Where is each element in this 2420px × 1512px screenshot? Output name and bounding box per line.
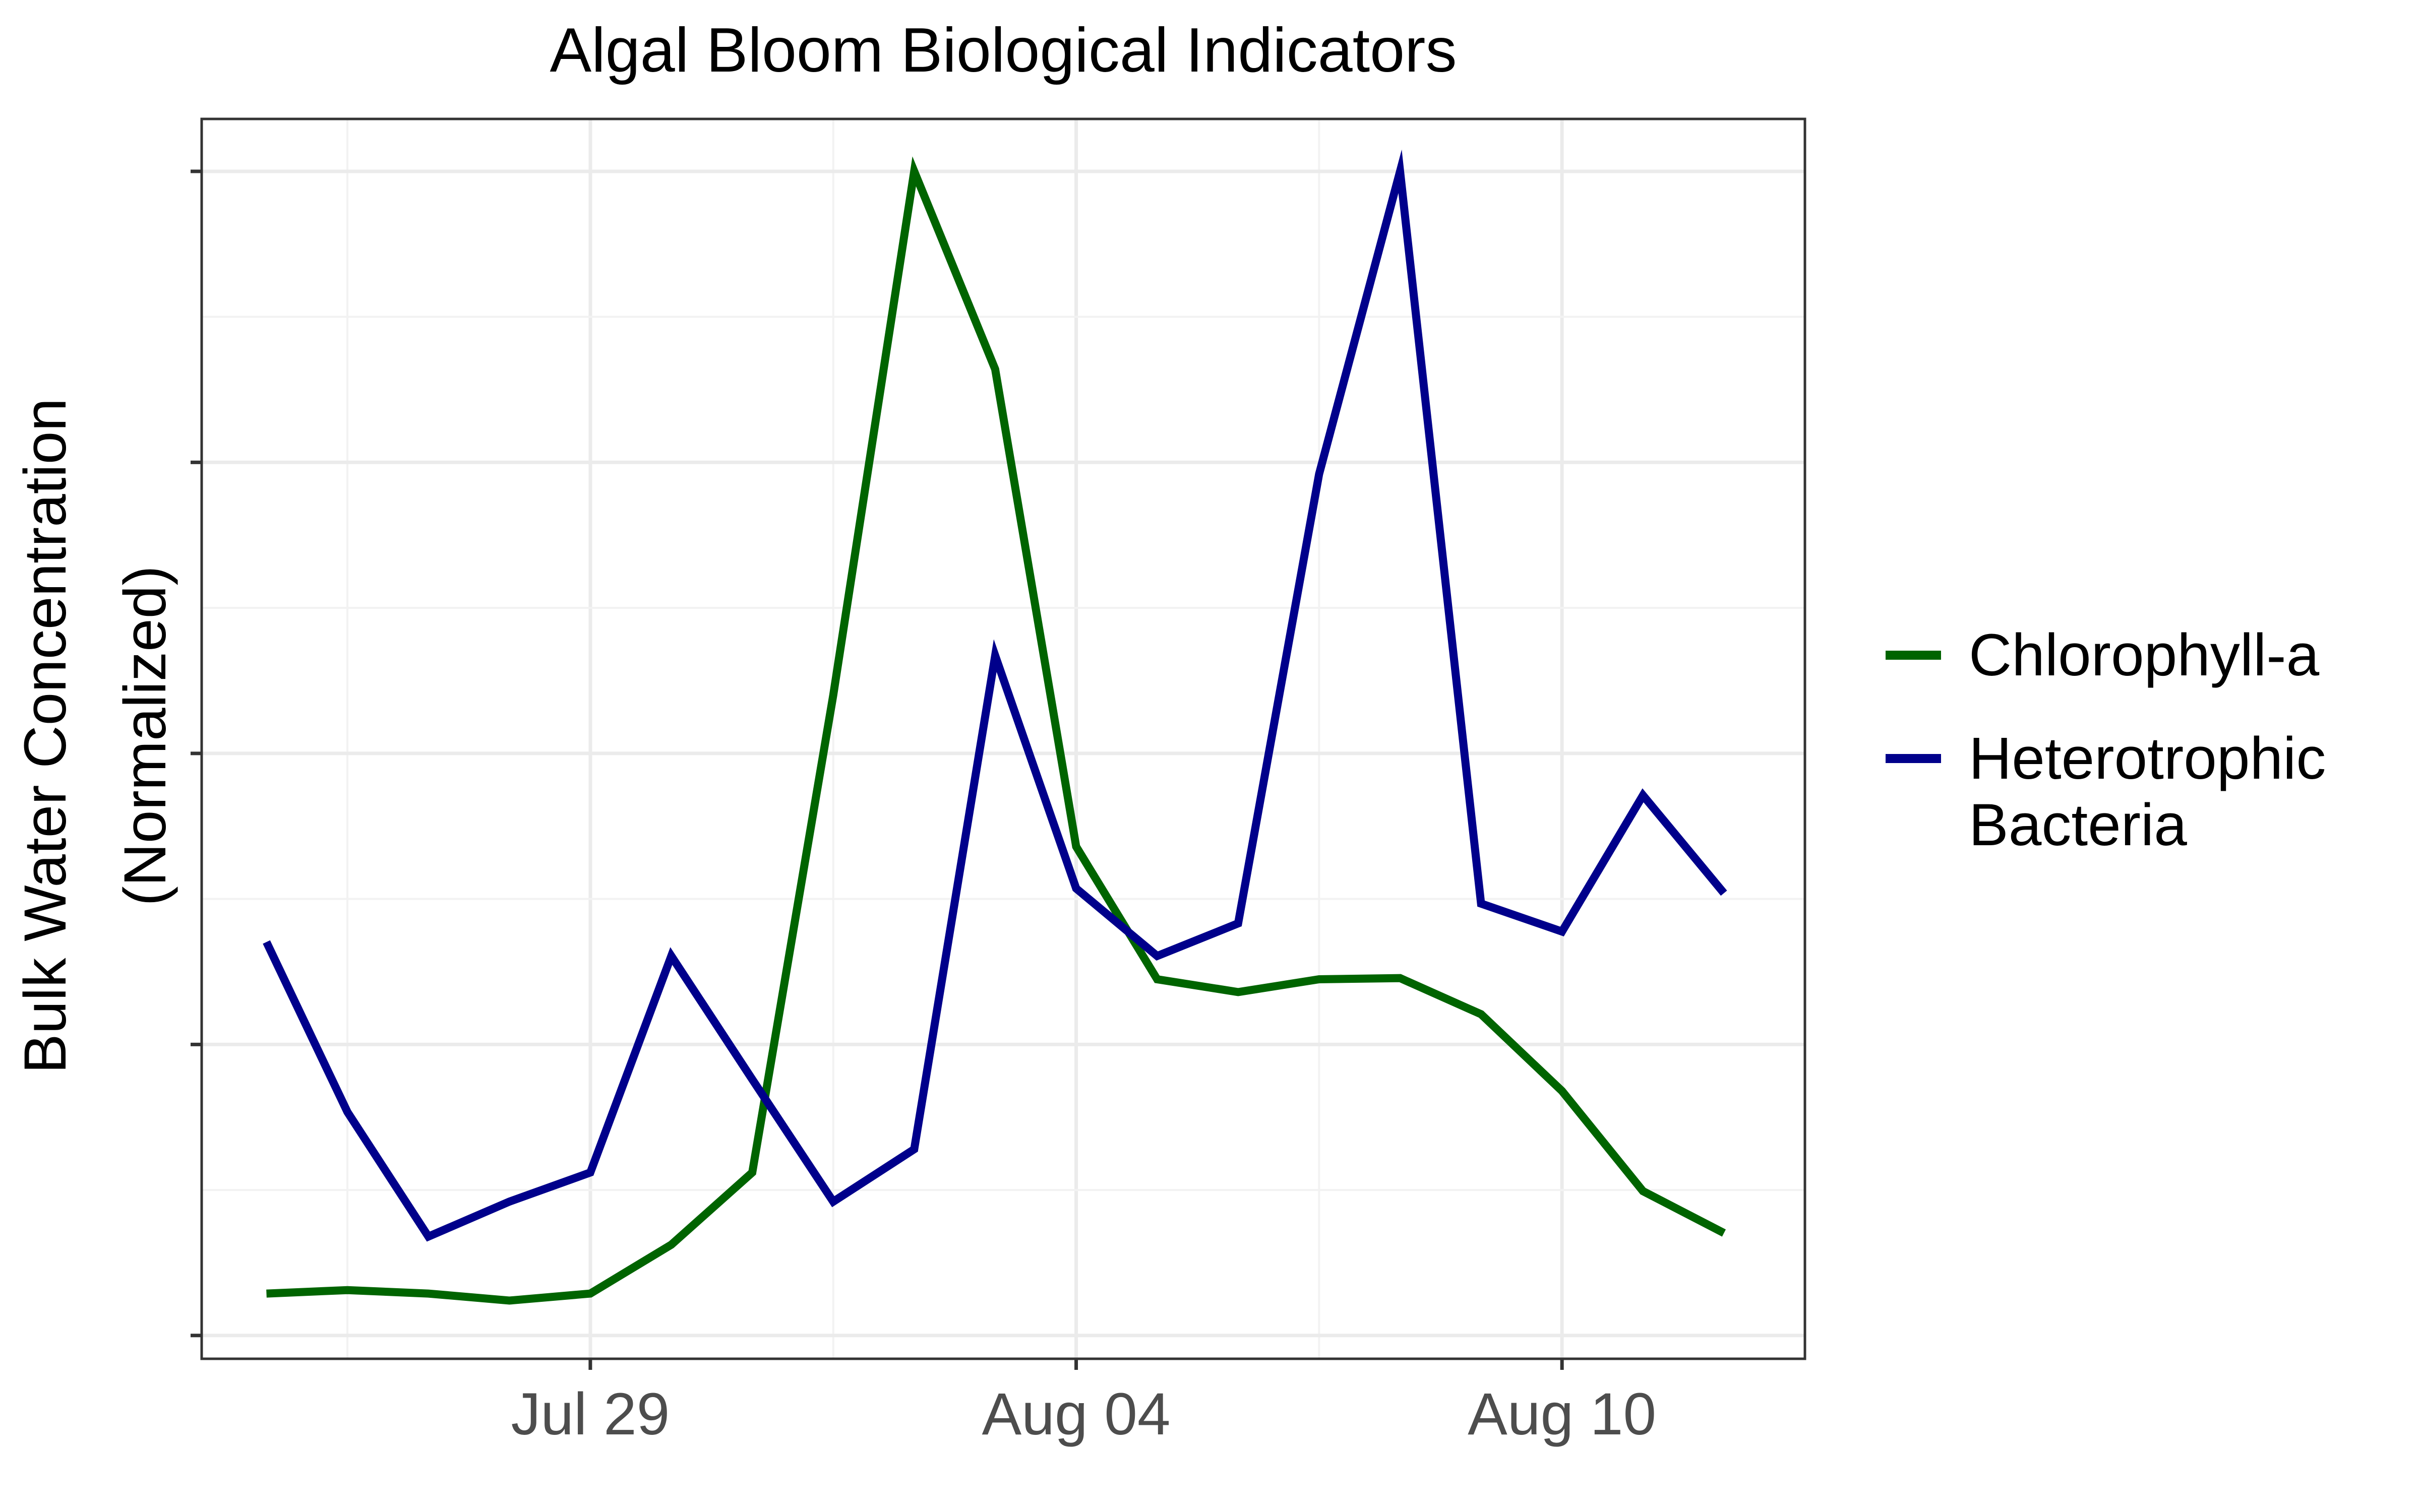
chart-title: Algal Bloom Biological Indicators bbox=[550, 16, 1457, 85]
x-tick-label: Aug 04 bbox=[982, 1381, 1171, 1447]
y-axis-label: Bulk Water Concentration (Normalized) bbox=[12, 398, 178, 1074]
y-axis-label-line-1: Bulk Water Concentration bbox=[12, 398, 79, 1074]
legend-label: Heterotrophic bbox=[1969, 725, 2326, 792]
series-line-heterotrophic-bacteria bbox=[263, 149, 1727, 1242]
grid bbox=[202, 119, 1806, 1359]
x-tick-label: Jul 29 bbox=[511, 1381, 670, 1447]
series-lines bbox=[263, 149, 1727, 1305]
axes: Jul 29 Aug 04 Aug 10 bbox=[191, 169, 1656, 1447]
x-tick-label: Aug 10 bbox=[1468, 1381, 1656, 1447]
legend-label: Bacteria bbox=[1969, 792, 2187, 858]
plot-panel-border bbox=[200, 117, 1806, 1360]
y-axis-label-line-2: (Normalized) bbox=[112, 565, 178, 906]
legend-label: Chlorophyll-a bbox=[1969, 622, 2320, 688]
series-line-chlorophyll-a bbox=[266, 156, 1726, 1305]
